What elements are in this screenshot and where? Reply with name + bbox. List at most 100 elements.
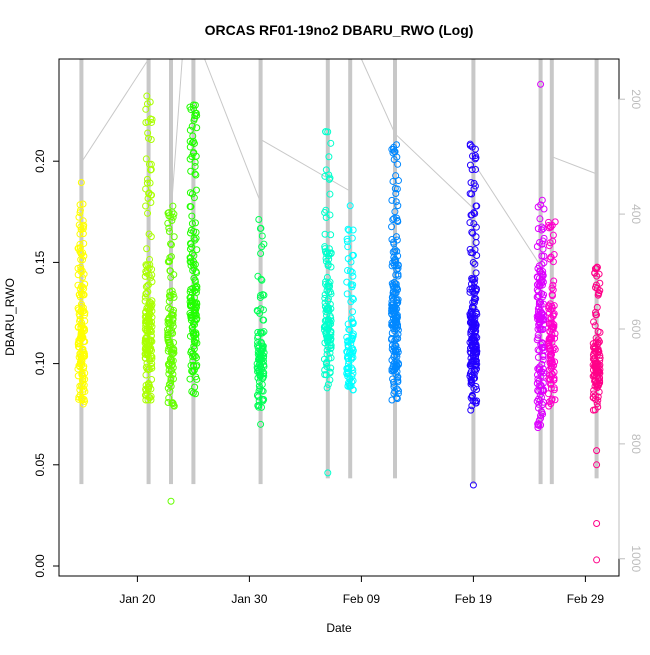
data-point <box>79 304 87 312</box>
data-point <box>193 375 201 383</box>
data-point <box>547 400 555 408</box>
data-point <box>473 397 481 405</box>
data-point <box>148 364 156 372</box>
data-point <box>254 307 262 315</box>
data-point <box>165 257 173 265</box>
data-point <box>540 234 548 242</box>
data-point <box>343 235 351 243</box>
data-point <box>191 114 199 122</box>
data-point <box>595 270 603 278</box>
data-point <box>468 303 476 311</box>
data-point <box>258 345 266 353</box>
data-point <box>143 324 151 332</box>
series-2016-03-01 <box>589 263 604 564</box>
data-point <box>393 236 401 244</box>
data-point <box>186 202 194 210</box>
outlier-point <box>167 497 175 505</box>
data-point <box>327 364 335 372</box>
data-point <box>471 209 479 217</box>
data-point <box>393 247 401 255</box>
data-point <box>167 291 175 299</box>
data-point <box>192 171 200 179</box>
data-point <box>470 297 478 305</box>
data-point <box>146 346 154 354</box>
data-point <box>189 389 197 397</box>
data-point <box>472 332 480 340</box>
data-point <box>322 278 330 286</box>
data-point <box>470 366 478 374</box>
data-point <box>349 354 357 362</box>
data-point <box>394 387 402 395</box>
data-point <box>349 308 357 316</box>
data-point <box>190 337 198 345</box>
y-axis-label: DBARU_RWO <box>3 278 17 356</box>
data-point <box>545 303 553 311</box>
data-point <box>166 254 174 262</box>
data-point <box>167 358 175 366</box>
data-point <box>470 179 478 187</box>
data-point <box>258 329 266 337</box>
outlier-point <box>469 481 477 489</box>
data-point <box>75 353 83 361</box>
data-point <box>344 255 352 263</box>
data-point <box>344 337 352 345</box>
data-point <box>388 396 396 404</box>
data-point <box>326 369 334 377</box>
data-point <box>164 331 172 339</box>
series-2016-02-06 <box>320 128 335 477</box>
data-point <box>322 128 330 136</box>
y2-tick-label: 600 <box>629 319 643 339</box>
data-point <box>551 345 559 353</box>
data-point <box>591 269 599 277</box>
data-point <box>595 338 603 346</box>
data-point <box>146 310 154 318</box>
data-point <box>142 334 150 342</box>
data-point <box>472 269 480 277</box>
data-point <box>547 253 555 261</box>
data-point <box>535 395 543 403</box>
data-point <box>468 166 476 174</box>
series-2016-01-31 <box>253 215 268 428</box>
data-point <box>187 167 195 175</box>
data-point <box>536 215 544 223</box>
data-point <box>142 317 150 325</box>
data-point <box>471 315 479 323</box>
data-point <box>547 362 555 370</box>
data-point <box>388 196 396 204</box>
data-point <box>593 384 601 392</box>
data-point <box>189 353 197 361</box>
altitude-track <box>258 59 263 485</box>
data-point <box>169 329 177 337</box>
data-point <box>146 346 154 354</box>
data-point <box>344 225 352 233</box>
data-point <box>188 212 196 220</box>
data-point <box>534 225 542 233</box>
data-point <box>148 118 156 126</box>
data-point <box>165 209 173 217</box>
data-point <box>343 238 351 246</box>
data-point <box>77 223 85 231</box>
data-point <box>591 364 599 372</box>
data-point <box>393 153 401 161</box>
data-point <box>324 316 332 324</box>
data-point <box>472 353 480 361</box>
data-point <box>324 380 332 388</box>
data-point <box>546 328 554 336</box>
data-point <box>390 147 398 155</box>
data-point <box>594 291 602 299</box>
data-point <box>80 239 88 247</box>
secondary-y-axis: 200 400 600 800 1000 <box>618 89 643 572</box>
data-point <box>142 202 150 210</box>
data-point <box>143 179 151 187</box>
data-point <box>547 319 555 327</box>
data-point <box>77 266 85 274</box>
data-point <box>534 288 542 296</box>
data-point <box>166 267 174 275</box>
outlier-point <box>346 202 354 210</box>
connector-line <box>472 162 542 267</box>
data-point <box>165 224 173 232</box>
data-point <box>466 219 474 227</box>
data-point <box>470 185 478 193</box>
data-point <box>550 344 558 352</box>
data-point <box>255 215 263 223</box>
